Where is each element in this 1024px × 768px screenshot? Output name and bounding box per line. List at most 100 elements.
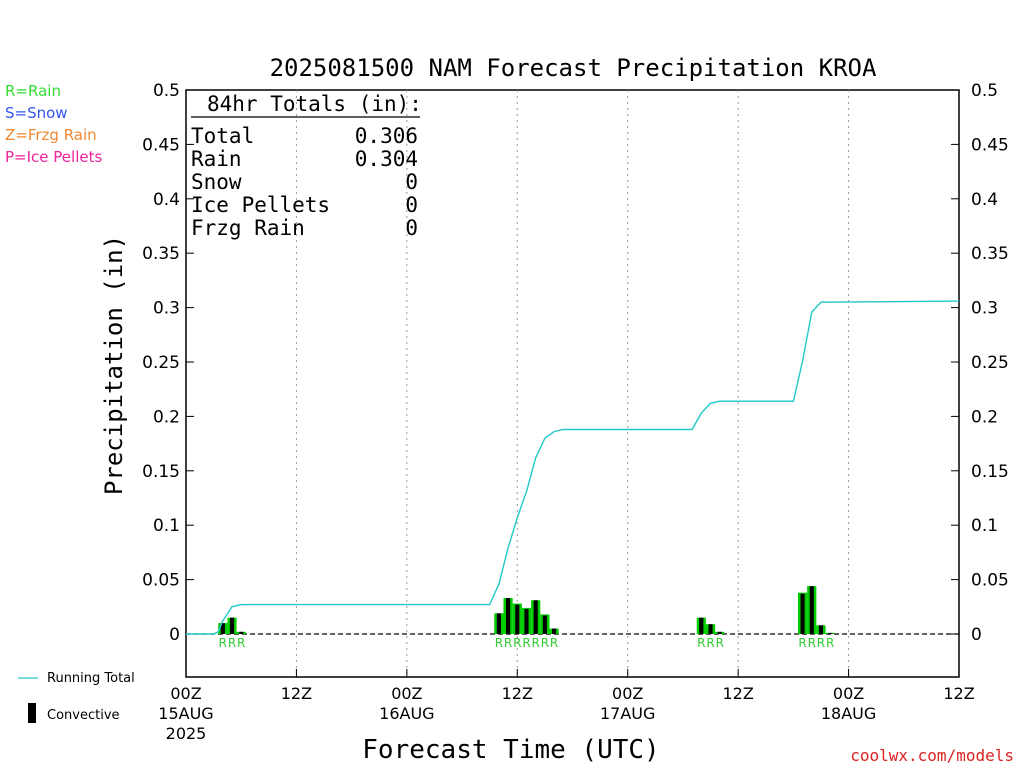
ptype-letter: R — [522, 636, 530, 650]
convective-bar — [515, 604, 520, 634]
y-axis-label: Precipitation (in) — [100, 235, 128, 495]
y-tick-label-right: 0.1 — [971, 516, 998, 536]
y-tick-label: 0.35 — [142, 244, 180, 264]
y-axis-left: 0 0.05 0.1 0.15 0.2 0.25 0.3 0.35 0.4 0.45 0.5 — [142, 81, 194, 645]
ptype-letter: R — [798, 636, 806, 650]
convective-swatch — [28, 703, 36, 723]
totals-value: 0.304 — [355, 147, 418, 171]
y-tick-label-right: 0.05 — [971, 571, 1009, 591]
ptype-letter: R — [706, 636, 714, 650]
convective-legend-label: Convective — [47, 708, 120, 723]
convective-bar — [818, 625, 824, 634]
y-tick-label-right: 0.2 — [971, 407, 998, 427]
y-tick-label-right: 0.4 — [971, 190, 998, 210]
ptype-letter: R — [237, 636, 245, 650]
plot-frame — [185, 89, 960, 678]
series-legend: Running Total Convective — [18, 671, 135, 723]
y-tick-label: 0 — [169, 625, 180, 645]
ptype-letter: R — [550, 636, 558, 650]
convective-bar — [552, 628, 557, 634]
x-tick-label: 00Z — [391, 684, 422, 703]
y-tick-label: 0.4 — [153, 190, 180, 210]
ptype-letter: R — [228, 636, 236, 650]
ptype-legend-item: S=Snow — [5, 104, 68, 122]
convective-bar — [809, 586, 814, 634]
x-tick-label: 00Z — [833, 684, 864, 703]
x-tick-label: 12Z — [502, 684, 533, 703]
convective-bar — [542, 615, 547, 634]
x-tick-date: 15AUG — [158, 704, 213, 723]
convective-bar — [506, 598, 511, 634]
source-credit: coolwx.com/models — [850, 746, 1014, 765]
ptype-letter: R — [826, 636, 834, 650]
y-tick-label: 0.5 — [153, 81, 180, 101]
ptype-letter: R — [495, 636, 503, 650]
ptype-legend-item: R=Rain — [5, 82, 61, 100]
y-tick-label-right: 0 — [971, 625, 982, 645]
running-total-legend-label: Running Total — [47, 671, 135, 686]
ptype-legend-item: P=Ice Pellets — [5, 148, 102, 166]
x-tick-label: 12Z — [281, 684, 312, 703]
x-tick-year: 2025 — [166, 724, 207, 743]
convective-bar — [800, 593, 805, 634]
ptype-letter: R — [808, 636, 816, 650]
ptype-letter: R — [513, 636, 521, 650]
ptype-letter: R — [716, 636, 724, 650]
totals-value: 0 — [405, 170, 418, 194]
ptype-legend: R=Rain S=Snow Z=Frzg Rain P=Ice Pellets — [5, 82, 102, 166]
chart-title: 2025081500 NAM Forecast Precipitation KR… — [270, 54, 877, 82]
x-tick-date: 16AUG — [379, 704, 434, 723]
y-tick-label: 0.3 — [153, 299, 180, 319]
totals-label: Snow — [191, 170, 242, 194]
y-tick-label: 0.05 — [142, 571, 180, 591]
x-tick-label: 12Z — [722, 684, 753, 703]
ptype-letter: R — [504, 636, 512, 650]
x-tick-date: 18AUG — [821, 704, 876, 723]
convective-bar — [699, 617, 704, 634]
totals-value: 0 — [405, 193, 418, 217]
y-tick-label-right: 0.3 — [971, 299, 998, 319]
y-tick-label: 0.2 — [153, 407, 180, 427]
convective-bar — [708, 624, 713, 634]
totals-label: Ice Pellets — [191, 193, 330, 217]
x-axis-label: Forecast Time (UTC) — [362, 735, 659, 765]
convective-bar — [229, 617, 235, 634]
x-tick-date: 17AUG — [600, 704, 655, 723]
x-tick-label: 00Z — [612, 684, 643, 703]
totals-label: Total — [191, 124, 254, 148]
convective-bar — [828, 632, 833, 634]
totals-heading: 84hr Totals (in): — [207, 92, 422, 116]
y-tick-label-right: 0.5 — [971, 81, 998, 101]
convective-bar — [524, 608, 529, 634]
precip-bars — [218, 586, 835, 634]
totals-label: Frzg Rain — [191, 216, 305, 240]
y-tick-label: 0.25 — [142, 353, 180, 373]
y-tick-label-right: 0.35 — [971, 244, 1009, 264]
ptype-letter: R — [817, 636, 825, 650]
y-tick-label: 0.15 — [142, 462, 180, 482]
convective-bar — [220, 623, 225, 634]
convective-bar — [717, 631, 722, 634]
y-tick-label-right: 0.45 — [971, 135, 1009, 155]
ptype-letter: R — [219, 636, 227, 650]
totals-label: Rain — [191, 147, 242, 171]
totals-box: 84hr Totals (in): Total 0.306 Rain 0.304 Sno… — [191, 92, 422, 240]
y-tick-label: 0.1 — [153, 516, 180, 536]
ptype-letter: R — [541, 636, 549, 650]
totals-value: 0.306 — [355, 124, 418, 148]
y-tick-label: 0.45 — [142, 135, 180, 155]
y-tick-label-right: 0.25 — [971, 353, 1009, 373]
convective-bar — [496, 613, 501, 634]
x-tick-label: 00Z — [170, 684, 201, 703]
x-tick-label: 12Z — [943, 684, 974, 703]
running-total-line — [186, 300, 960, 635]
y-tick-label-right: 0.15 — [971, 462, 1009, 482]
convective-bar — [239, 631, 244, 634]
ptype-legend-item: Z=Frzg Rain — [5, 126, 97, 144]
grid-lines — [186, 90, 959, 677]
ptype-letter: R — [697, 636, 705, 650]
y-axis-right: 0 0.05 0.1 0.15 0.2 0.25 0.3 0.35 0.4 0.45 0.5 — [951, 81, 1009, 645]
